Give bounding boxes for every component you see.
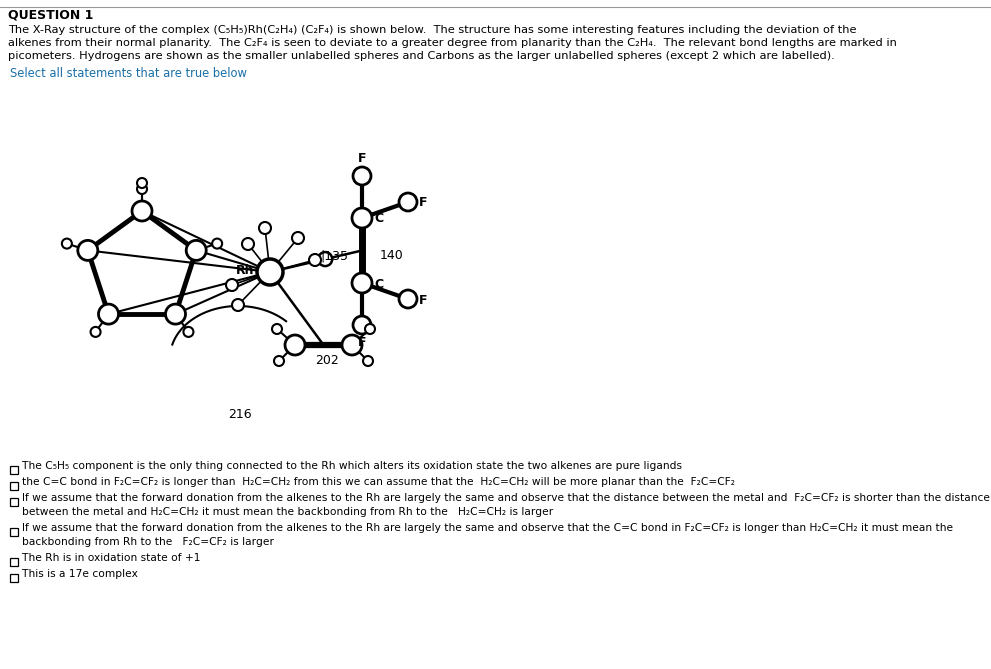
Circle shape (309, 254, 321, 266)
Circle shape (137, 184, 147, 194)
Circle shape (353, 316, 371, 334)
Text: F: F (358, 153, 367, 165)
Text: between the metal and H₂C=CH₂ it must mean the backbonding from Rh to the   H₂C=: between the metal and H₂C=CH₂ it must me… (22, 507, 553, 517)
Text: F: F (419, 197, 427, 209)
Text: If we assume that the forward donation from the alkenes to the Rh are largely th: If we assume that the forward donation f… (22, 523, 953, 533)
Circle shape (285, 335, 305, 355)
Text: If we assume that the forward donation from the alkenes to the Rh are largely th: If we assume that the forward donation f… (22, 493, 990, 503)
Bar (10, 498, 18, 506)
Text: picometers. Hydrogens are shown as the smaller unlabelled spheres and Carbons as: picometers. Hydrogens are shown as the s… (8, 51, 834, 61)
Text: alkenes from their normal planarity.  The C₂F₄ is seen to deviate to a greater d: alkenes from their normal planarity. The… (8, 38, 897, 48)
Text: C: C (374, 278, 384, 290)
Text: F: F (419, 294, 427, 306)
Text: 216: 216 (228, 409, 252, 421)
Circle shape (352, 208, 372, 228)
Circle shape (232, 299, 244, 311)
Circle shape (318, 252, 332, 266)
Text: |135: |135 (320, 249, 348, 262)
Text: Rh: Rh (236, 264, 255, 276)
Circle shape (183, 327, 193, 337)
Circle shape (90, 327, 100, 337)
Circle shape (61, 239, 72, 249)
Circle shape (272, 324, 282, 334)
Circle shape (363, 356, 373, 366)
Bar (10, 574, 18, 582)
Circle shape (242, 238, 254, 250)
Circle shape (186, 240, 206, 260)
Text: QUESTION 1: QUESTION 1 (8, 8, 93, 21)
Circle shape (352, 273, 372, 293)
Circle shape (165, 304, 185, 324)
Text: 140: 140 (380, 249, 403, 262)
Text: The X-Ray structure of the complex (C₅H₅)Rh(C₂H₄) (C₂F₄) is shown below.  The st: The X-Ray structure of the complex (C₅H₅… (8, 25, 856, 35)
Bar (10, 466, 18, 474)
Text: 202: 202 (315, 353, 339, 367)
Circle shape (137, 178, 147, 188)
Bar (10, 528, 18, 536)
Circle shape (226, 279, 238, 291)
Circle shape (98, 304, 119, 324)
Text: F: F (358, 335, 367, 349)
Circle shape (77, 240, 98, 260)
Text: C: C (374, 213, 384, 225)
Circle shape (353, 167, 371, 185)
Text: The C₅H₅ component is the only thing connected to the Rh which alters its oxidat: The C₅H₅ component is the only thing con… (22, 461, 682, 471)
Circle shape (259, 222, 271, 234)
Circle shape (399, 193, 417, 211)
Circle shape (132, 201, 152, 221)
Circle shape (365, 324, 375, 334)
Circle shape (399, 290, 417, 308)
Circle shape (342, 335, 362, 355)
Bar (10, 482, 18, 490)
Bar (10, 558, 18, 566)
Circle shape (257, 259, 283, 285)
Text: This is a 17e complex: This is a 17e complex (22, 569, 138, 579)
Text: Select all statements that are true below: Select all statements that are true belo… (10, 67, 247, 80)
Circle shape (292, 232, 304, 244)
Text: backbonding from Rh to the   F₂C=CF₂ is larger: backbonding from Rh to the F₂C=CF₂ is la… (22, 537, 274, 547)
Circle shape (212, 239, 222, 249)
Circle shape (274, 356, 284, 366)
Text: the C=C bond in F₂C=CF₂ is longer than  H₂C=CH₂ from this we can assume that the: the C=C bond in F₂C=CF₂ is longer than H… (22, 477, 735, 487)
Text: The Rh is in oxidation state of +1: The Rh is in oxidation state of +1 (22, 553, 200, 563)
